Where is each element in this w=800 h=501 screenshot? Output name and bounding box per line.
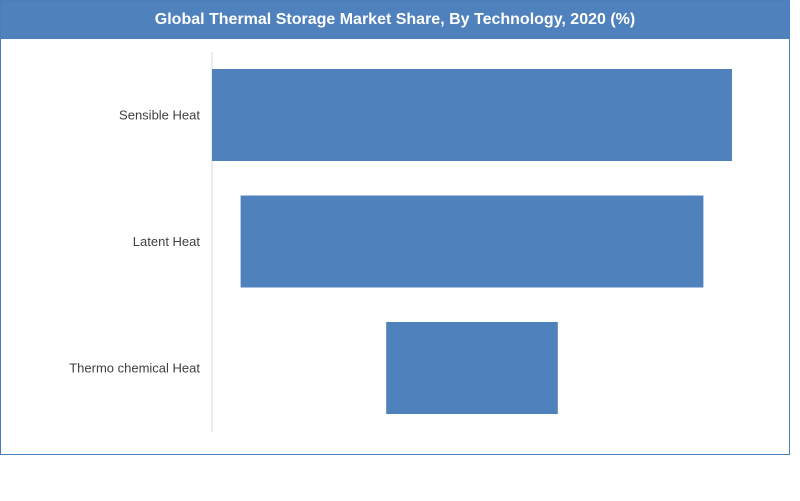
category-labels-group: Sensible Heat Latent Heat Thermo chemical … [69,108,200,376]
bars-group [212,69,732,414]
category-label-sensible-heat: Sensible Heat [119,108,200,123]
bar-thermo-chemical-heat [386,322,558,414]
chart-title: Global Thermal Storage Market Share, By … [1,1,789,39]
bar-sensible-heat [212,69,732,161]
category-label-thermo-chemical-heat: Thermo chemical Heat [69,361,200,376]
bar-latent-heat [240,195,704,288]
category-label-latent-heat: Latent Heat [133,234,201,249]
